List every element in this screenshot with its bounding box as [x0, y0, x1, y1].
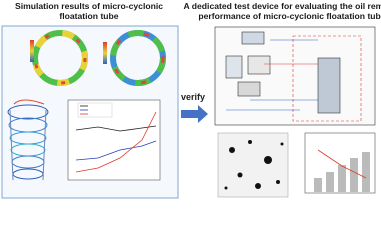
arrow-label: verify — [181, 92, 205, 102]
color-bar — [30, 40, 34, 62]
cyclone-streamlines — [7, 99, 49, 181]
simulation-panel — [1, 25, 179, 199]
left-title-line: Simulation results of micro-cyclonic — [15, 1, 163, 11]
oil-removal-chart-thumbnail — [304, 132, 376, 194]
graphical-abstract: Simulation results of micro-cyclonic flo… — [1, 1, 381, 199]
left-title-line: floatation tube — [59, 11, 118, 21]
contour-ring — [110, 30, 166, 86]
contour-ring — [32, 30, 88, 86]
verify-arrow — [181, 105, 208, 123]
right-title-line: performance of micro-cyclonic floatation… — [198, 11, 381, 21]
droplet-image — [217, 132, 289, 198]
color-bar — [103, 42, 107, 64]
right-title-line: A dedicated test device for evaluating t… — [184, 1, 381, 11]
test-device-schematic — [214, 26, 376, 126]
simulation-chart-thumbnail — [67, 99, 161, 181]
